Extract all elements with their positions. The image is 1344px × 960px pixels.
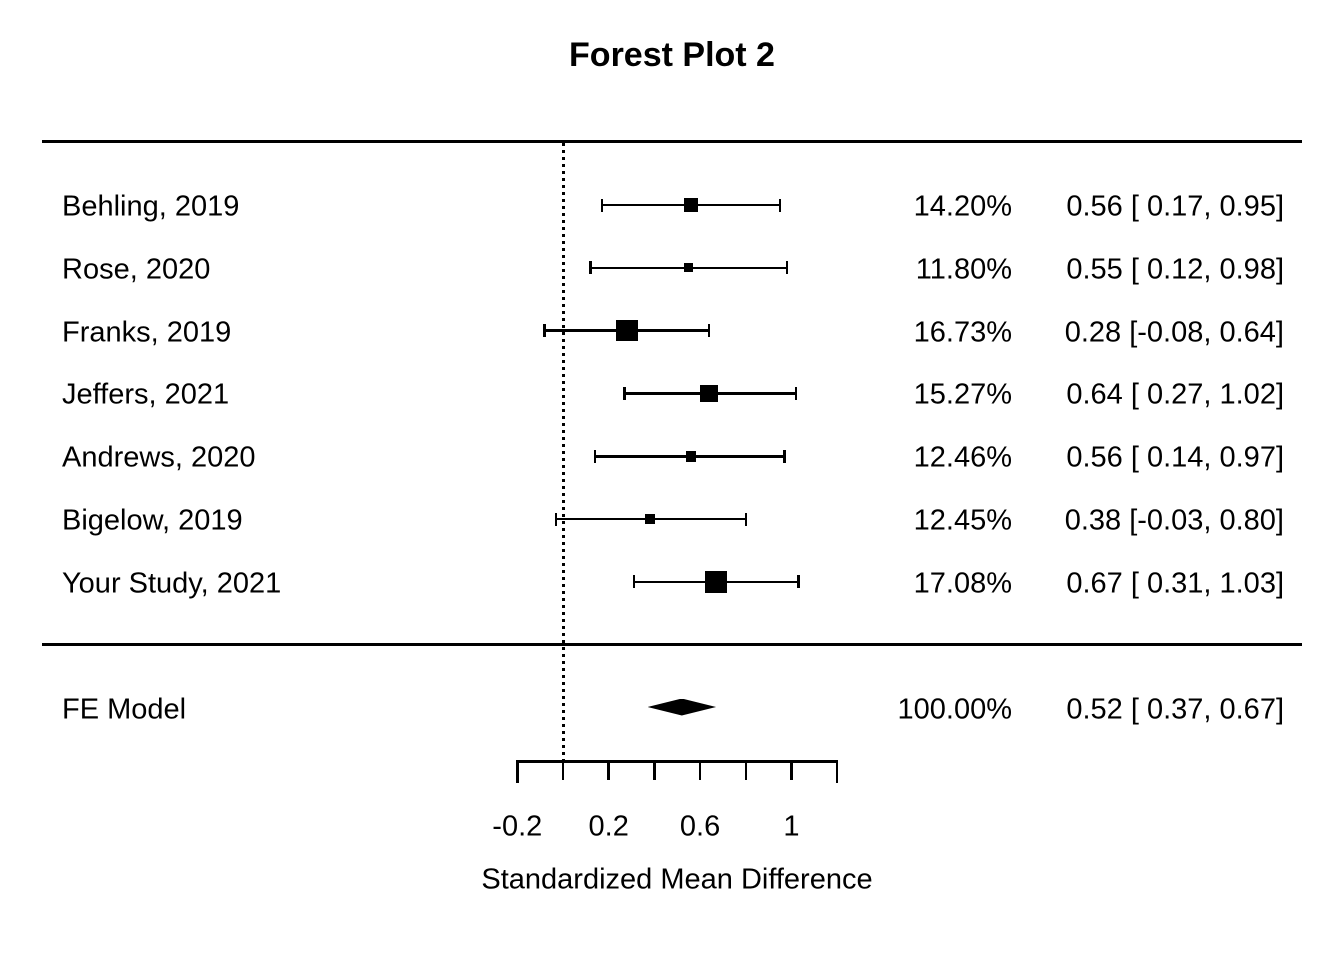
ci-cap-right bbox=[785, 261, 789, 275]
x-axis-tick-label: 0.2 bbox=[588, 810, 629, 843]
study-label: Behling, 2019 bbox=[62, 190, 240, 223]
weight-value: 16.73% bbox=[913, 316, 1012, 349]
weight-value: 17.08% bbox=[913, 567, 1012, 600]
x-axis-title: Standardized Mean Difference bbox=[481, 863, 873, 896]
ci-cap-left bbox=[600, 198, 604, 212]
x-axis-tick bbox=[516, 760, 519, 783]
x-axis-tick-label: 0.6 bbox=[679, 810, 721, 843]
x-axis-tick bbox=[790, 760, 793, 780]
x-axis-tick bbox=[698, 760, 702, 780]
effect-marker bbox=[683, 197, 699, 213]
ci-cap-left bbox=[589, 261, 592, 275]
ci-cap-right bbox=[794, 386, 798, 400]
ci-cap-left bbox=[554, 512, 558, 526]
estimate-ci-value: 0.56 [ 0.17, 0.95] bbox=[1066, 190, 1284, 223]
plot-title: Forest Plot 2 bbox=[569, 36, 775, 74]
study-label: Franks, 2019 bbox=[62, 316, 232, 349]
ci-cap-left bbox=[632, 575, 636, 589]
x-axis-tick bbox=[653, 760, 656, 780]
summary-weight-value: 100.00% bbox=[897, 693, 1013, 726]
x-axis-line bbox=[517, 760, 838, 763]
effect-marker bbox=[685, 451, 697, 462]
estimate-ci-value: 0.28 [-0.08, 0.64] bbox=[1064, 316, 1284, 349]
study-label: Bigelow, 2019 bbox=[62, 504, 243, 537]
summary-separator-rule bbox=[42, 643, 1302, 646]
estimate-ci-value: 0.64 [ 0.27, 1.02] bbox=[1066, 378, 1284, 411]
summary-diamond bbox=[647, 698, 717, 716]
ci-cap-right bbox=[783, 449, 786, 463]
estimate-ci-value: 0.38 [-0.03, 0.80] bbox=[1064, 504, 1284, 537]
effect-marker bbox=[684, 263, 694, 273]
study-label: Andrews, 2020 bbox=[62, 441, 256, 474]
estimate-ci-value: 0.67 [ 0.31, 1.03] bbox=[1066, 567, 1284, 600]
weight-value: 15.27% bbox=[913, 378, 1012, 411]
ci-cap-left bbox=[593, 449, 597, 463]
x-axis-tick bbox=[607, 760, 610, 780]
weight-value: 12.46% bbox=[913, 441, 1012, 474]
ci-cap-right bbox=[797, 575, 800, 589]
summary-estimate-ci-value: 0.52 [ 0.37, 0.67] bbox=[1066, 693, 1284, 726]
estimate-ci-value: 0.56 [ 0.14, 0.97] bbox=[1066, 441, 1284, 474]
ci-cap-right bbox=[778, 198, 782, 212]
x-axis-tick-label: -0.2 bbox=[492, 810, 543, 843]
effect-marker bbox=[705, 570, 728, 593]
top-rule bbox=[42, 140, 1302, 143]
weight-value: 11.80% bbox=[915, 253, 1012, 286]
study-label: Rose, 2020 bbox=[62, 253, 211, 286]
x-axis-tick bbox=[561, 760, 565, 780]
summary-label: FE Model bbox=[62, 693, 187, 726]
ci-cap-right bbox=[707, 324, 711, 338]
x-axis-tick-label: 1 bbox=[783, 810, 800, 843]
ci-cap-left bbox=[543, 324, 546, 338]
estimate-ci-value: 0.55 [ 0.12, 0.98] bbox=[1066, 253, 1284, 286]
study-label: Jeffers, 2021 bbox=[62, 378, 230, 411]
x-axis-tick bbox=[835, 760, 839, 783]
effect-marker bbox=[700, 384, 718, 403]
effect-marker bbox=[644, 513, 656, 525]
x-axis-tick bbox=[744, 760, 748, 780]
weight-value: 12.45% bbox=[913, 504, 1012, 537]
effect-marker bbox=[616, 320, 638, 342]
weight-value: 14.20% bbox=[913, 190, 1012, 223]
study-label: Your Study, 2021 bbox=[62, 567, 282, 600]
zero-reference-line bbox=[561, 143, 565, 760]
ci-cap-left bbox=[623, 386, 626, 400]
ci-cap-right bbox=[744, 512, 748, 526]
